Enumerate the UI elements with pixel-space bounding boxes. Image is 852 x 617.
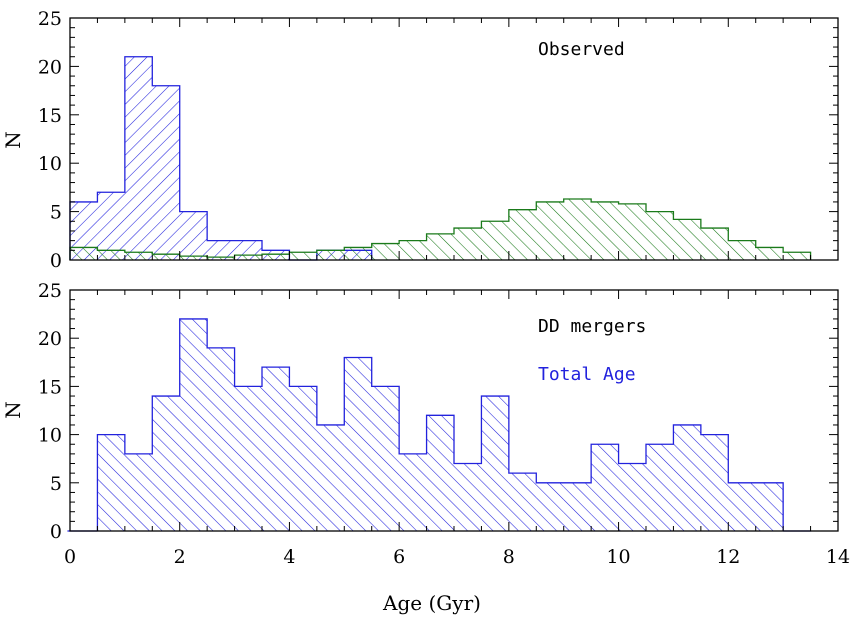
y-tick-label: 5 — [50, 473, 62, 495]
bar-dd-mergers-total-age-23 — [728, 482, 756, 531]
x-tick-label: 14 — [826, 546, 850, 568]
bar-dd-mergers-total-age-0 — [97, 434, 125, 531]
bar-dd-mergers-total-age-21 — [673, 424, 701, 531]
bar-observed-green-18 — [563, 199, 592, 260]
x-tick-label: 10 — [606, 546, 630, 568]
bar-dd-mergers-total-age-11 — [399, 453, 427, 531]
y-tick-label: 0 — [50, 521, 62, 543]
bar-dd-mergers-total-age-7 — [289, 386, 317, 531]
ticks-top — [69, 17, 839, 261]
bar-dd-mergers-total-age-12 — [426, 415, 454, 531]
bar-observed-blue-2 — [124, 56, 153, 260]
series-observed-green — [69, 198, 812, 260]
bar-dd-mergers-total-age-24 — [755, 482, 784, 531]
bar-dd-mergers-total-age-15 — [508, 473, 537, 531]
bar-observed-green-2 — [124, 252, 153, 260]
y-tick-label: 0 — [50, 250, 62, 272]
outline-observed-green — [69, 198, 812, 260]
y-axis-title-bottom: N — [1, 401, 25, 419]
bar-dd-mergers-total-age-10 — [371, 386, 400, 531]
y-tick-label: 15 — [38, 376, 62, 398]
x-tick-label: 6 — [393, 546, 405, 568]
annotation-observed: Observed — [538, 39, 625, 60]
bar-observed-green-0 — [70, 247, 98, 260]
bar-observed-green-17 — [536, 201, 564, 260]
bar-observed-blue-1 — [97, 192, 125, 260]
y-tick-label: 25 — [38, 280, 62, 302]
x-tick-label: 4 — [283, 546, 295, 568]
series-dd-mergers-total-age — [67, 318, 812, 532]
y-tick-labels-top: 0 5 10 15 20 25 — [38, 8, 62, 272]
bar-observed-green-8 — [289, 252, 317, 260]
x-tick-label: 2 — [174, 546, 186, 568]
bar-observed-green-11 — [371, 243, 400, 260]
bar-observed-green-16 — [508, 209, 537, 260]
bar-observed-green-20 — [618, 203, 646, 260]
y-tick-label: 10 — [38, 425, 62, 447]
bar-dd-mergers-total-age-2 — [152, 396, 180, 531]
bar-dd-mergers-total-age-4 — [207, 347, 235, 531]
bar-observed-green-19 — [591, 201, 619, 260]
x-tick-label: 12 — [716, 546, 740, 568]
dd-mergers-series-layer — [67, 318, 812, 532]
bar-observed-green-14 — [454, 228, 482, 260]
annotation-total-age: Total Age — [538, 364, 636, 385]
y-tick-label: 5 — [50, 202, 62, 224]
bar-dd-mergers-total-age-5 — [234, 386, 262, 531]
outline-dd-mergers-total-age — [96, 318, 784, 531]
bar-dd-mergers-total-age-14 — [481, 396, 509, 531]
panel-observed: 0 5 10 15 20 25 N Observed — [1, 8, 839, 272]
bar-dd-mergers-total-age-22 — [700, 434, 729, 531]
bar-dd-mergers-total-age-9 — [344, 357, 372, 531]
y-tick-labels-bottom: 0 5 10 15 20 25 — [38, 280, 62, 543]
bar-observed-green-26 — [783, 252, 811, 260]
bar-dd-mergers-total-age-20 — [646, 444, 674, 531]
bar-observed-green-4 — [179, 256, 208, 260]
series-observed-blue — [69, 56, 373, 261]
bar-observed-green-10 — [344, 247, 372, 260]
y-tick-label: 25 — [38, 8, 62, 30]
bar-dd-mergers-total-age-8 — [316, 424, 345, 531]
x-tick-label: 0 — [64, 546, 76, 568]
y-tick-label: 15 — [38, 105, 62, 127]
bar-dd-mergers-total-age-1 — [124, 453, 153, 531]
bar-dd-mergers-total-age-17 — [563, 482, 592, 531]
bar-observed-green-12 — [399, 240, 427, 260]
observed-series-layer — [69, 56, 812, 261]
bar-dd-mergers-total-age-13 — [454, 463, 482, 531]
x-axis-title: Age (Gyr) — [382, 591, 481, 615]
bar-dd-mergers-total-age-18 — [591, 444, 619, 531]
bar-observed-blue-3 — [152, 85, 180, 260]
y-axis-title-top: N — [1, 131, 25, 149]
x-tick-label: 8 — [503, 546, 515, 568]
bar-dd-mergers-total-age-3 — [179, 318, 208, 531]
bar-observed-green-6 — [234, 255, 262, 260]
bar-observed-green-13 — [426, 233, 454, 260]
bar-observed-green-22 — [673, 219, 701, 260]
bar-observed-blue-4 — [179, 211, 208, 260]
ticks-bottom — [69, 289, 839, 532]
bar-observed-green-23 — [700, 228, 729, 260]
bar-dd-mergers-total-age-19 — [618, 463, 646, 531]
bar-observed-green-21 — [646, 211, 674, 260]
bar-observed-green-7 — [262, 254, 290, 260]
bar-dd-mergers-total-age-6 — [262, 367, 290, 531]
annotation-dd-mergers: DD mergers — [538, 316, 646, 337]
bar-observed-blue-5 — [207, 240, 235, 260]
bar-observed-green-3 — [152, 254, 180, 260]
bar-observed-green-24 — [728, 240, 756, 260]
y-tick-label: 20 — [38, 328, 62, 350]
y-tick-label: 10 — [38, 153, 62, 175]
x-tick-labels: 0 2 4 6 8 10 12 14 — [64, 546, 850, 568]
bar-observed-green-5 — [207, 257, 235, 260]
panel-dd-mergers: 0 5 10 15 20 25 0 2 4 6 8 10 12 14 N DD mergers Tota… — [1, 280, 850, 615]
bar-dd-mergers-total-age-16 — [536, 482, 564, 531]
bar-observed-green-15 — [481, 221, 509, 260]
bar-observed-green-9 — [316, 250, 345, 260]
bar-observed-green-25 — [755, 247, 784, 260]
y-tick-label: 20 — [38, 56, 62, 78]
bar-observed-green-1 — [97, 250, 125, 260]
